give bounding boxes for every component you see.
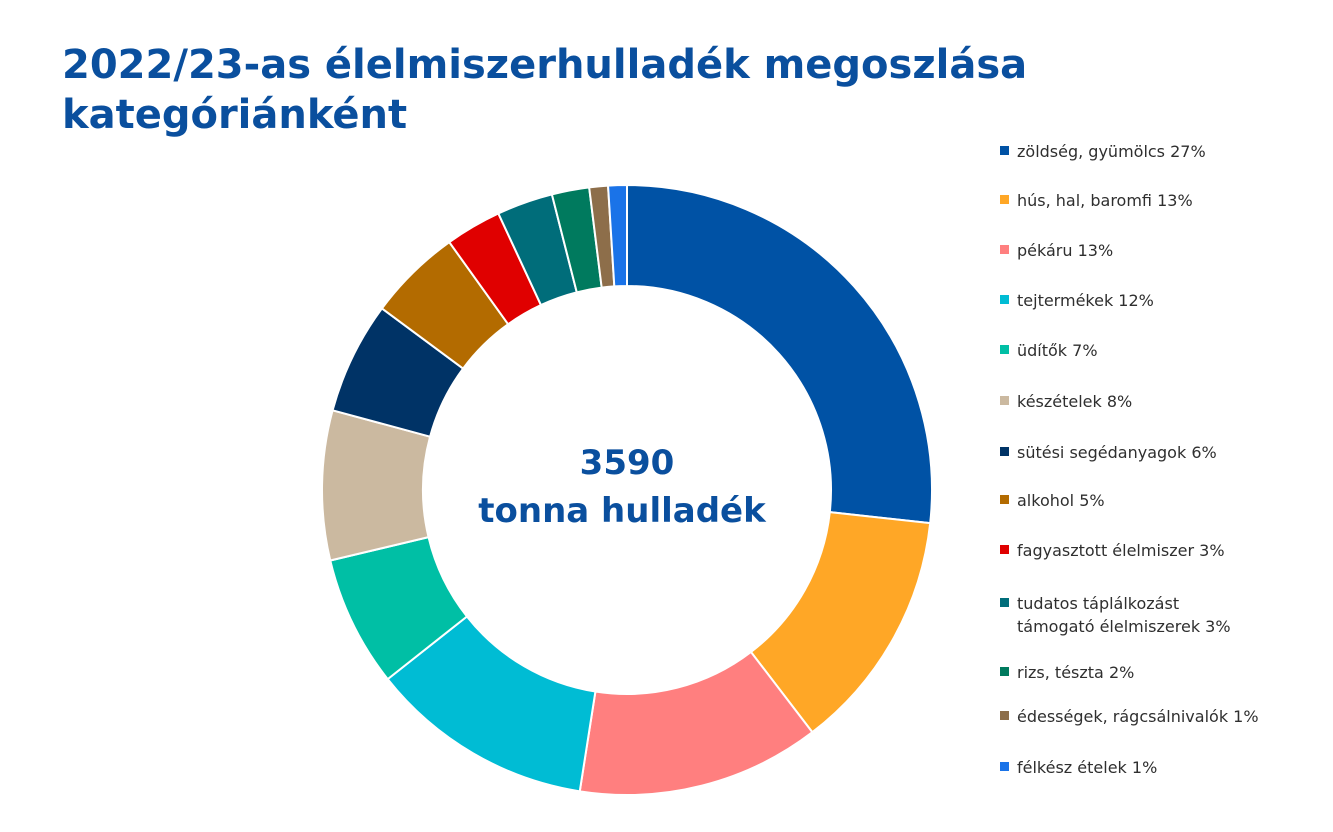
legend-item-5: készételek 8%	[1000, 390, 1132, 413]
legend-label-0: zöldség, gyümölcs 27%	[1017, 142, 1206, 161]
legend-item-11: édességek, rágcsálnivalók 1%	[1000, 705, 1259, 728]
center-label: tonna hulladék	[478, 491, 767, 531]
donut-slice-12	[606, 183, 628, 288]
legend-item-2: pékáru 13%	[1000, 239, 1113, 262]
legend-swatch-6	[1000, 447, 1009, 456]
chart-title-line-1: 2022/23-as élelmiszerhulladék megoszlása	[62, 42, 1028, 88]
legend-label-8: fagyasztott élelmiszer 3%	[1017, 541, 1225, 560]
legend-swatch-4	[1000, 345, 1009, 354]
legend-label-9: tudatos táplálkozást támogató élelmiszer…	[1017, 594, 1231, 636]
center-value: 3590	[580, 443, 675, 483]
chart-title: 2022/23-as élelmiszerhulladék megoszlása…	[62, 40, 1062, 140]
legend-item-3: tejtermékek 12%	[1000, 289, 1154, 312]
legend-swatch-1	[1000, 195, 1009, 204]
chart-legend: zöldség, gyümölcs 27% hús, hal, baromfi 1…	[1000, 0, 1320, 832]
legend-label-1: hús, hal, baromfi 13%	[1017, 191, 1193, 210]
legend-label-3: tejtermékek 12%	[1017, 291, 1154, 310]
legend-label-11: édességek, rágcsálnivalók 1%	[1017, 707, 1259, 726]
legend-swatch-5	[1000, 396, 1009, 405]
legend-swatch-2	[1000, 245, 1009, 254]
legend-item-1: hús, hal, baromfi 13%	[1000, 189, 1193, 212]
legend-item-4: üdítők 7%	[1000, 339, 1098, 362]
legend-item-10: rizs, tészta 2%	[1000, 661, 1134, 684]
legend-swatch-11	[1000, 711, 1009, 720]
legend-label-4: üdítők 7%	[1017, 341, 1098, 360]
donut-slice-0	[626, 183, 933, 525]
legend-label-5: készételek 8%	[1017, 392, 1133, 411]
legend-swatch-0	[1000, 146, 1009, 155]
legend-item-7: alkohol 5%	[1000, 489, 1105, 512]
legend-label-6: sütési segédanyagok 6%	[1017, 443, 1217, 462]
legend-label-12: félkész ételek 1%	[1017, 758, 1158, 777]
legend-label-10: rizs, tészta 2%	[1017, 663, 1135, 682]
chart-title-line-2: kategóriánként	[62, 92, 408, 138]
legend-item-12: félkész ételek 1%	[1000, 756, 1157, 779]
donut-slices	[321, 183, 933, 796]
legend-item-8: fagyasztott élelmiszer 3%	[1000, 539, 1225, 562]
legend-swatch-7	[1000, 495, 1009, 504]
legend-swatch-8	[1000, 545, 1009, 554]
legend-label-2: pékáru 13%	[1017, 241, 1114, 260]
legend-label-7: alkohol 5%	[1017, 491, 1105, 510]
legend-item-0: zöldség, gyümölcs 27%	[1000, 140, 1206, 163]
legend-item-6: sütési segédanyagok 6%	[1000, 441, 1217, 464]
legend-swatch-12	[1000, 762, 1009, 771]
legend-swatch-10	[1000, 667, 1009, 676]
legend-swatch-9	[1000, 598, 1009, 607]
legend-item-9: tudatos táplálkozást támogató élelmiszer…	[1000, 592, 1231, 638]
legend-swatch-3	[1000, 295, 1009, 304]
